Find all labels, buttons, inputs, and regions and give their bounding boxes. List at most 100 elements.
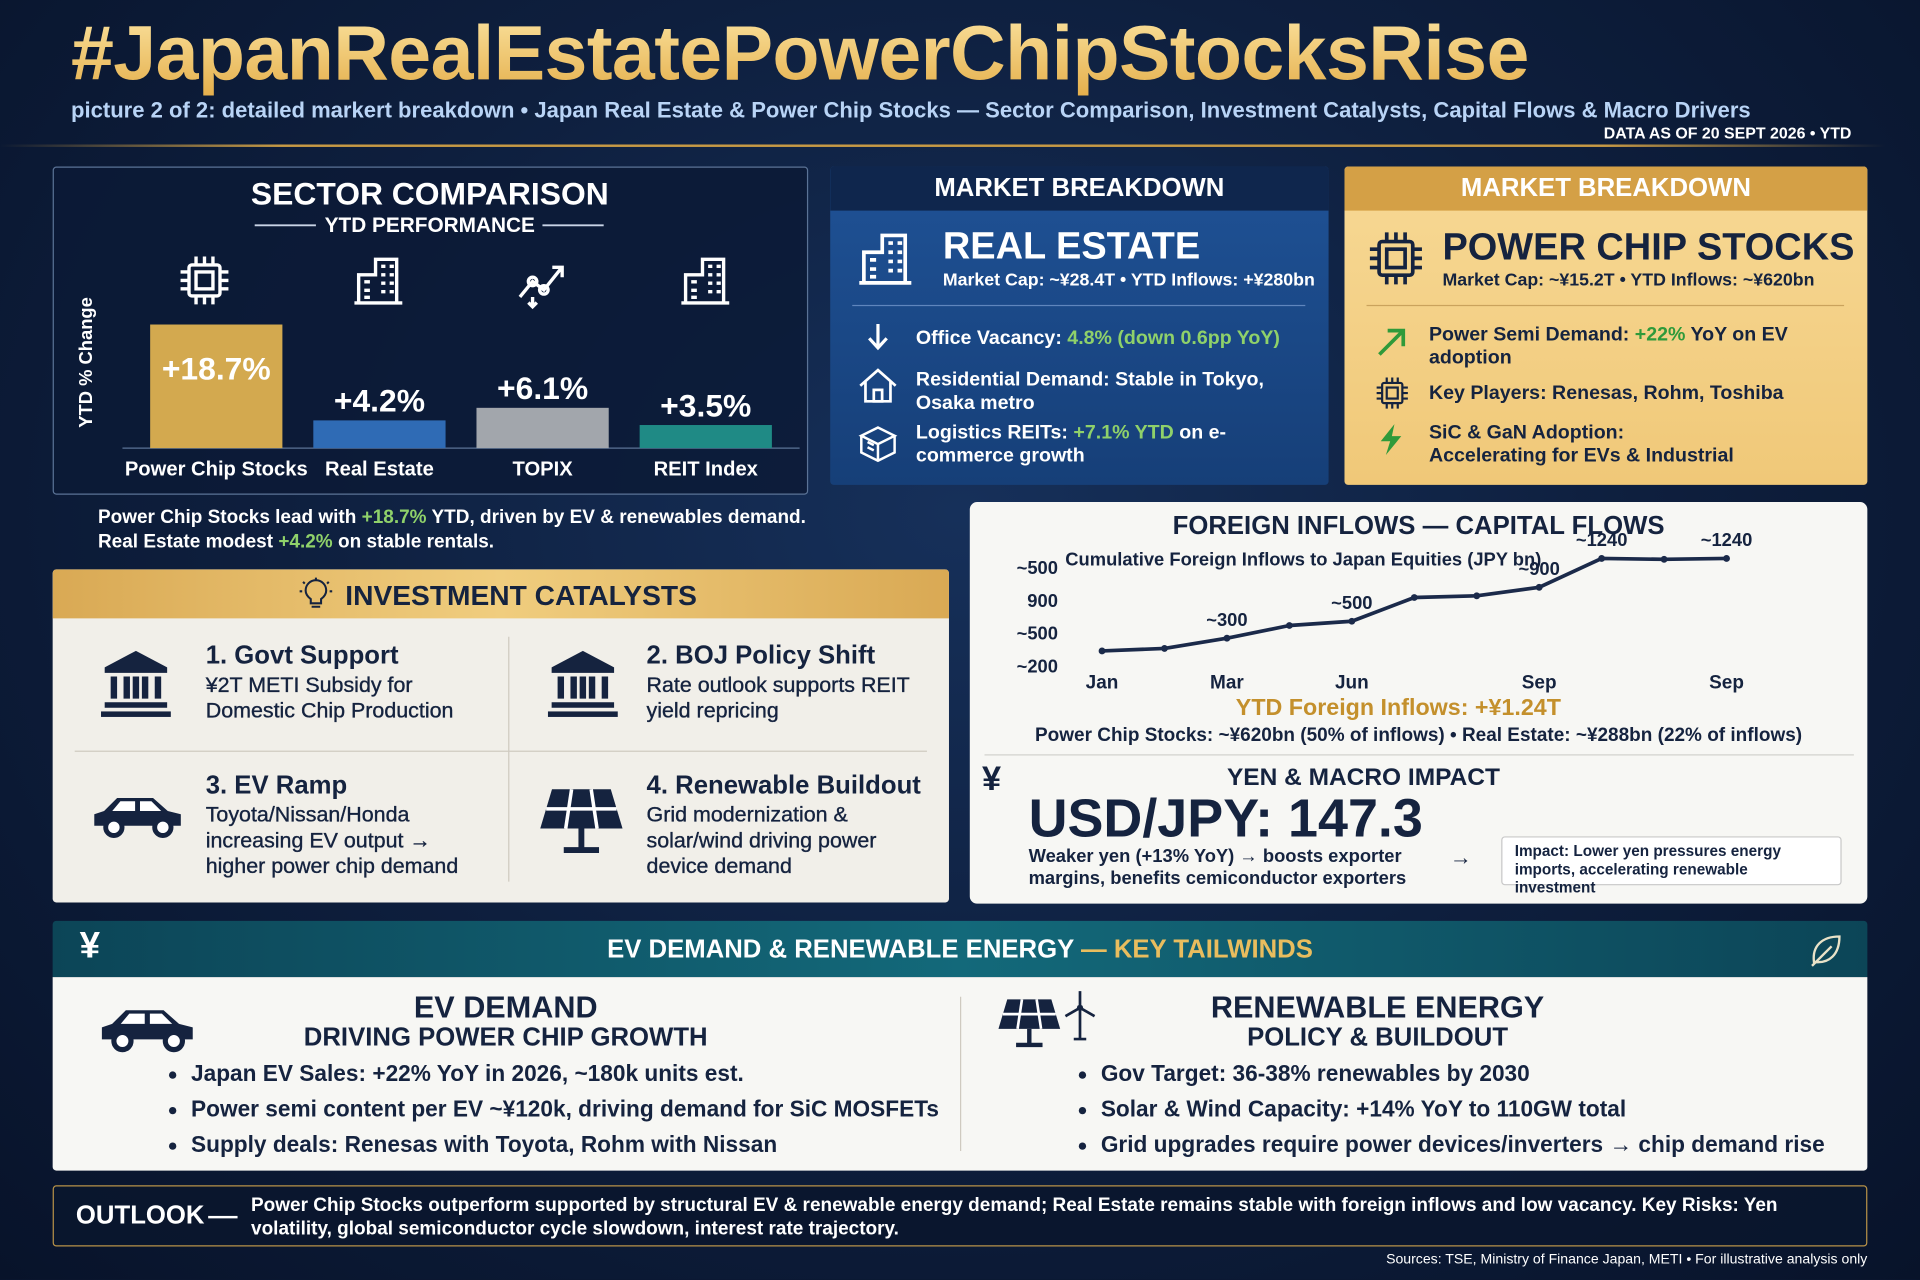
bar-icon (178, 254, 231, 307)
bar (313, 420, 446, 449)
point (1098, 647, 1106, 655)
divider (74, 750, 927, 752)
tw-body: EV DEMAND DRIVING POWER CHIP GROWTH Japa… (52, 977, 1868, 1171)
mb-stats: Market Cap: ~¥15.2T • YTD Inflows: ~¥620… (1442, 270, 1815, 291)
use (94, 798, 181, 836)
use (1063, 989, 1097, 1041)
item: Residential Demand: Stable in Tokyo, Osa… (916, 369, 1308, 416)
use (1380, 424, 1402, 456)
x-tick-label: Real Estate (325, 459, 434, 481)
bar-icon (679, 257, 731, 305)
bullet: Solar & Wind Capacity: +14% YoY to 110GW… (1101, 1091, 1860, 1127)
use (998, 999, 1060, 1045)
ci-title: 1. Govt Support (205, 641, 399, 670)
y-label: ~500 (1017, 623, 1058, 644)
icon (996, 989, 1069, 1050)
bar-chart: SECTOR COMPARISON YTD PERFORMANCE YTD % … (75, 175, 800, 481)
ci-body: Grid modernization & solar/wind driving … (646, 802, 877, 878)
point (1723, 555, 1730, 562)
use (102, 1010, 193, 1049)
bar-icon (518, 265, 564, 309)
icon (298, 576, 334, 608)
use (540, 789, 622, 850)
tw-list: Gov Target: 36-38% renewables by 2030 So… (1079, 1056, 1860, 1163)
mb-title: POWER CHIP STOCKS (1442, 225, 1855, 269)
span: SiC & GaN Adoption: (1428, 422, 1625, 444)
point (1161, 644, 1168, 652)
y-label: ~500 (1017, 557, 1058, 578)
icon (860, 426, 896, 463)
tw-accent: — KEY TAILWINDS (1080, 935, 1313, 964)
value-label: ~500 (1331, 592, 1372, 613)
ci-title: 2. BOJ Policy Shift (646, 641, 876, 670)
ol-text: Power Chip Stocks outperform supported b… (251, 1195, 1778, 1240)
use (1368, 230, 1424, 287)
span: EV DEMAND & RENEWABLE ENERGY (607, 935, 1074, 964)
hl-green: 4.8% (down 0.6pp YoY) (1067, 328, 1280, 349)
chart-title: Cumulative Foreign Inflows to Japan Equi… (1065, 549, 1541, 570)
x-tick-label: Power Chip Stocks (125, 459, 308, 481)
note-line: Power Chip Stocks lead with +18.7% YTD, … (98, 506, 806, 530)
span: on e-commerce growth (915, 422, 1227, 467)
value-label: ~1240 (1701, 529, 1753, 550)
mac-arrow: → (1449, 844, 1472, 870)
icon (1063, 989, 1097, 1041)
icon (1375, 376, 1409, 410)
point (1285, 622, 1293, 629)
point (1223, 634, 1231, 642)
bar-icon (352, 257, 404, 305)
item: Office Vacancy: 4.8% (down 0.6pp YoY) (916, 327, 1308, 350)
fl-det: Power Chip Stocks: ~¥620bn (50% of inflo… (1035, 724, 1803, 746)
hl-green-dark: +22% (1634, 324, 1686, 346)
sector: SECTOR COMPARISON YTD PERFORMANCE YTD % … (52, 166, 809, 495)
hl-green: +7.1% YTD (1073, 422, 1174, 444)
y-label: ~200 (1017, 655, 1058, 676)
point (1598, 555, 1606, 562)
span: on stable rentals. (337, 531, 495, 553)
divider (984, 754, 1854, 756)
value-label: +18.7% (162, 350, 271, 386)
mac-text: Weaker yen (+13% YoY) → boosts exporter … (1028, 846, 1407, 889)
tw-title: EV DEMAND & RENEWABLE ENERGY — KEY TAILW… (53, 936, 1868, 965)
item: Key Players: Renesas, Rohm, Toshiba (1429, 382, 1833, 405)
ol-label: OUTLOOK (75, 1201, 205, 1230)
x-tick-label: Sep (1522, 672, 1557, 693)
use (860, 426, 896, 463)
point (1660, 555, 1668, 563)
mac-impact: Impact: Lower yen pressures energy impor… (1501, 836, 1842, 896)
ci-title: 3. EV Ramp (205, 771, 348, 800)
value-label: +6.1% (497, 370, 588, 406)
item: Logistics REITs: +7.1% YTD on e-commerce… (916, 421, 1247, 468)
icon (858, 368, 898, 403)
tw-h2: POLICY & BUILDOUT (1247, 1023, 1509, 1052)
use (1375, 376, 1409, 410)
point (1410, 594, 1418, 601)
item: Power Semi Demand: +22% YoY on EV adopti… (1429, 323, 1833, 370)
icon (540, 645, 626, 718)
bar (639, 425, 772, 449)
divider (960, 996, 962, 1152)
icon (93, 645, 179, 718)
span: Logistics REITs: (915, 422, 1068, 444)
tail-block: Accelerating for EVs & Industrial (1428, 445, 1734, 467)
divider (1366, 304, 1845, 307)
value-label: +3.5% (660, 387, 751, 423)
icon (1377, 328, 1406, 357)
gold-rule (0, 144, 1886, 147)
mb-title: REAL ESTATE (942, 224, 1201, 267)
value-label: ~300 (1206, 609, 1247, 630)
point (1535, 583, 1543, 591)
span: Power Semi Demand: (1428, 324, 1630, 346)
x-tick-label: TOPIX (512, 459, 573, 481)
fl-sum: YTD Foreign Inflows: +¥1.24T (1235, 695, 1561, 722)
ci-title: 4. Renewable Buildout (646, 771, 921, 800)
cat-band (52, 569, 949, 619)
mac-title: YEN & MACRO IMPACT (1226, 764, 1500, 792)
use (1377, 328, 1406, 357)
bullet: Power semi content per EV ~¥120k, drivin… (191, 1091, 999, 1127)
bullet: Japan EV Sales: +22% YoY in 2026, ~180k … (191, 1056, 999, 1092)
mac-icon: ¥ (982, 759, 1002, 798)
x-tick-label: Sep (1709, 672, 1744, 693)
use (867, 322, 889, 350)
